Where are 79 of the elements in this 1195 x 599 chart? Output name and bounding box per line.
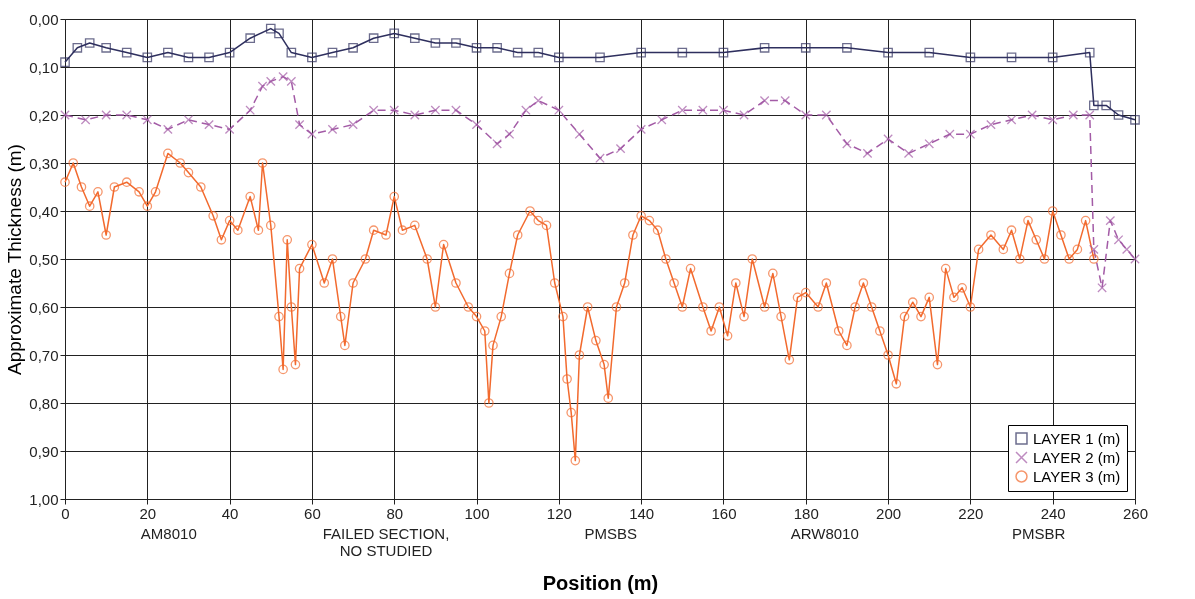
point xyxy=(265,23,276,34)
point xyxy=(142,52,153,63)
x-tick-label: 40 xyxy=(221,504,239,522)
text: PMSBR xyxy=(1012,525,1066,542)
point xyxy=(1113,110,1124,120)
x-tick-label: 120 xyxy=(546,504,572,522)
point xyxy=(595,52,605,63)
text: FAILED SECTION, NO STUDIED xyxy=(322,525,450,559)
y-tick-label: 1,00 xyxy=(29,490,59,508)
point xyxy=(492,42,502,53)
point xyxy=(72,42,83,53)
point xyxy=(554,52,564,63)
y-tick-label: 0,70 xyxy=(29,346,59,364)
x-tick-label: 0 xyxy=(61,504,70,522)
point xyxy=(307,52,317,63)
y-tick-label: 0,50 xyxy=(29,250,59,268)
y-tick-label: 0,10 xyxy=(29,58,59,76)
point xyxy=(84,38,95,48)
x-tick-label: 100 xyxy=(464,504,490,522)
x-tick-label: 160 xyxy=(711,504,737,522)
point xyxy=(409,33,420,44)
point xyxy=(348,42,358,53)
x-tick-label: 200 xyxy=(876,504,902,522)
point xyxy=(121,47,132,58)
point xyxy=(430,38,441,48)
point xyxy=(368,33,379,44)
x-tick-label: 80 xyxy=(386,504,404,522)
point xyxy=(1130,114,1140,125)
point xyxy=(60,57,70,68)
point xyxy=(327,47,338,58)
point xyxy=(101,42,111,53)
point xyxy=(1089,100,1099,111)
point xyxy=(759,42,770,53)
legend-label: LAYER 3 (m) xyxy=(1033,467,1121,485)
point xyxy=(965,52,976,63)
x-tick-label: 260 xyxy=(1122,504,1149,522)
point xyxy=(224,47,235,58)
point xyxy=(512,47,523,58)
point xyxy=(677,47,688,58)
point xyxy=(842,42,852,53)
point xyxy=(1084,47,1095,58)
x-tick-label: 220 xyxy=(958,504,984,522)
legend-label: LAYER 1 (m) xyxy=(1033,429,1121,447)
point xyxy=(389,28,400,39)
y-axis-title: Approximate Thickness (m) xyxy=(4,144,26,375)
x-tick-label: 240 xyxy=(1040,504,1066,522)
y-tick-label: 0,90 xyxy=(29,442,59,460)
y-tick-label: 0,20 xyxy=(29,106,59,124)
legend-label: LAYER 2 (m) xyxy=(1033,448,1121,466)
x-tick-label: 20 xyxy=(139,504,157,522)
point xyxy=(163,47,173,58)
point xyxy=(636,47,646,58)
x-tick-label: 60 xyxy=(304,504,321,522)
point xyxy=(451,38,461,48)
y-tick-label: 0,80 xyxy=(29,394,59,412)
point xyxy=(471,42,482,53)
text: ARW8010 xyxy=(790,525,859,542)
y-tick-label: 0,30 xyxy=(29,154,59,172)
y-tick-label: 0,40 xyxy=(29,202,59,220)
point xyxy=(245,33,256,44)
y-tick-label: 0,60 xyxy=(29,298,59,316)
x-axis-title: Position (m) xyxy=(542,571,659,594)
text: PMSBS xyxy=(584,525,637,542)
point xyxy=(533,47,544,58)
point xyxy=(204,52,214,63)
y-tick-label: 0,00 xyxy=(29,10,59,28)
point xyxy=(274,28,284,39)
point xyxy=(1006,52,1017,63)
point xyxy=(1101,100,1112,111)
text: AM8010 xyxy=(140,525,197,542)
point xyxy=(800,42,811,53)
x-tick-label: 140 xyxy=(629,504,655,522)
x-tick-label: 180 xyxy=(793,504,819,522)
point xyxy=(183,52,194,63)
point xyxy=(718,47,729,58)
point xyxy=(924,47,935,58)
point xyxy=(883,47,893,58)
point xyxy=(1047,52,1058,63)
point xyxy=(286,47,297,58)
